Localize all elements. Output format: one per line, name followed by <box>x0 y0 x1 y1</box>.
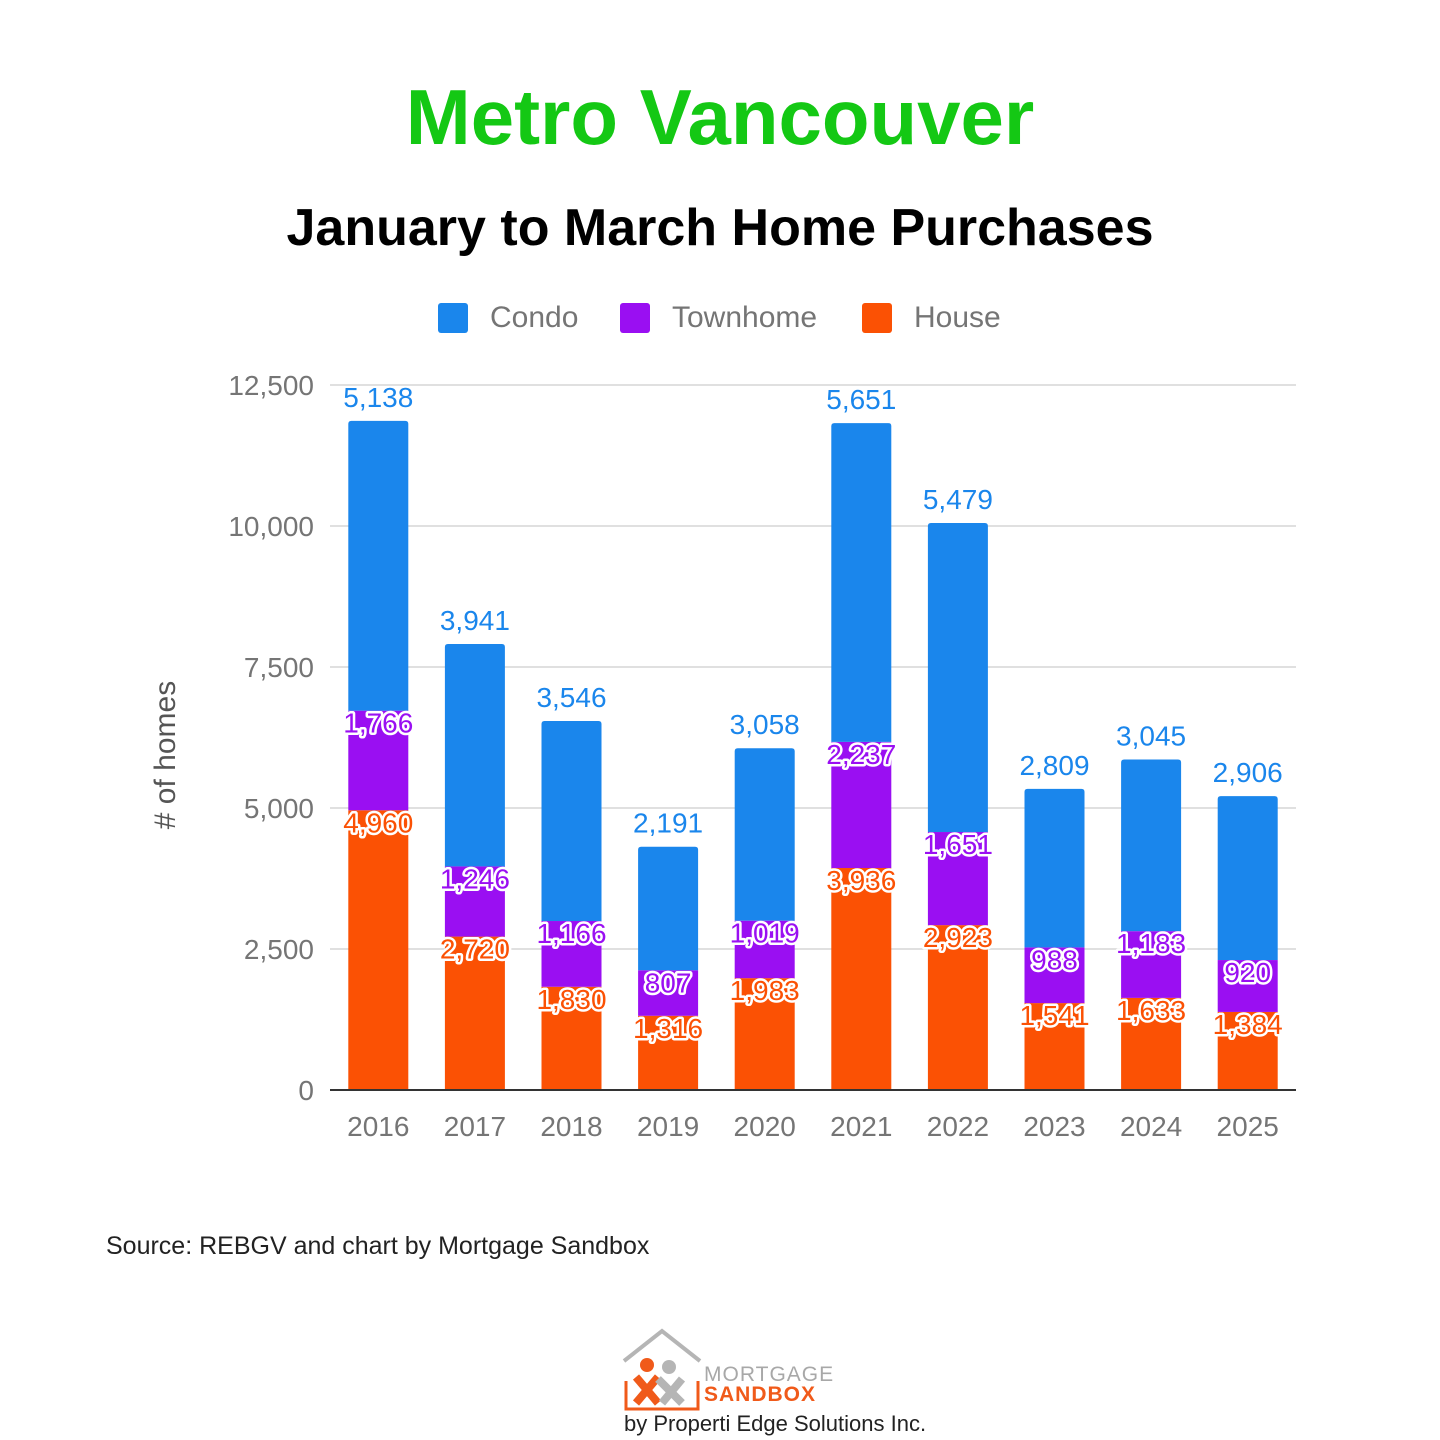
legend-item-townhome: Townhome <box>620 298 817 338</box>
legend-swatch-townhome <box>620 303 650 333</box>
x-tick-label: 2016 <box>347 1111 409 1142</box>
data-label-condo: 5,138 <box>343 382 413 413</box>
legend-item-condo: Condo <box>438 298 578 338</box>
legend: Condo Townhome House <box>0 298 1440 338</box>
logo-tagline: by Properti Edge Solutions Inc. <box>624 1411 927 1436</box>
bar-segment-townhome <box>734 920 795 979</box>
bar-segment-condo <box>734 748 795 921</box>
data-label-house: 1,541 <box>1019 1000 1089 1031</box>
data-label-townhome: 2,237 <box>826 739 896 770</box>
bar-segment-house <box>348 810 409 1090</box>
chart-subtitle: January to March Home Purchases <box>286 199 1154 257</box>
x-tick-label: 2021 <box>830 1111 892 1142</box>
data-label-townhome: 1,183 <box>1116 928 1186 959</box>
source-note: Source: REBGV and chart by Mortgage Sand… <box>106 1232 650 1260</box>
bar-segment-house <box>638 1015 699 1090</box>
data-label-house: 1,830 <box>536 984 606 1015</box>
x-tick-label: 2024 <box>1120 1111 1182 1142</box>
bar-segment-condo <box>348 420 409 711</box>
x-tick-label: 2023 <box>1023 1111 1085 1142</box>
data-label-house: 1,633 <box>1116 995 1186 1026</box>
bar-segment-house <box>1121 997 1182 1090</box>
x-tick-label: 2018 <box>540 1111 602 1142</box>
bar-segment-house <box>541 986 602 1090</box>
x-tick-label: 2022 <box>927 1111 989 1142</box>
bar-segment-townhome <box>444 866 505 937</box>
legend-label-townhome: Townhome <box>672 301 818 334</box>
legend-label-house: House <box>914 301 1001 334</box>
bar-segment-condo <box>1024 788 1085 948</box>
bar-segment-townhome <box>1024 947 1085 1004</box>
data-label-condo: 5,651 <box>826 384 896 415</box>
bar-segment-townhome <box>348 710 409 811</box>
data-label-townhome: 807 <box>645 967 692 998</box>
data-label-condo: 2,191 <box>633 808 703 839</box>
data-label-house: 1,983 <box>730 975 800 1006</box>
house-logo-icon <box>622 1328 702 1411</box>
data-label-condo: 3,546 <box>536 682 606 713</box>
bar-segment-house <box>927 925 988 1090</box>
legend-swatch-house <box>862 303 892 333</box>
data-label-house: 2,923 <box>923 922 993 953</box>
data-label-townhome: 1,166 <box>536 918 606 949</box>
logo-text-sandbox: SANDBOX <box>704 1383 817 1406</box>
data-label-condo: 3,941 <box>440 605 510 636</box>
bar-segment-condo <box>444 644 505 867</box>
logo: MORTGAGE SANDBOX by Properti Edge Soluti… <box>600 1325 940 1436</box>
chart-title: Metro Vancouver <box>405 73 1035 161</box>
bar-segment-house <box>444 936 505 1090</box>
data-label-townhome: 988 <box>1031 944 1078 975</box>
data-label-house: 2,720 <box>440 934 510 965</box>
data-label-condo: 2,906 <box>1213 757 1283 788</box>
data-label-condo: 3,058 <box>730 709 800 740</box>
bar-segment-condo <box>831 423 892 742</box>
bar-segment-townhome <box>638 970 699 1016</box>
bar-segment-condo <box>1217 796 1278 961</box>
bar-segment-townhome <box>541 921 602 987</box>
legend-label-condo: Condo <box>490 301 579 334</box>
bar-segment-house <box>734 978 795 1090</box>
data-label-townhome: 1,651 <box>923 829 993 860</box>
data-label-condo: 2,809 <box>1019 750 1089 781</box>
data-label-condo: 3,045 <box>1116 720 1186 751</box>
data-label-townhome: 1,766 <box>343 708 413 739</box>
data-label-condo: 5,479 <box>923 484 993 515</box>
data-label-townhome: 1,019 <box>730 918 800 949</box>
x-tick-label: 2019 <box>637 1111 699 1142</box>
bar-segment-townhome <box>1217 960 1278 1012</box>
x-tick-label: 2017 <box>444 1111 506 1142</box>
data-label-townhome: 1,246 <box>440 863 510 894</box>
y-tick-label: 10,000 <box>228 511 314 542</box>
bar-segment-townhome <box>1121 931 1182 998</box>
data-label-house: 1,316 <box>633 1013 703 1044</box>
y-tick-label: 5,000 <box>244 793 314 824</box>
bar-segment-townhome <box>831 741 892 869</box>
bar-segment-condo <box>927 523 988 833</box>
data-label-house: 4,960 <box>343 807 413 838</box>
data-label-house: 3,936 <box>826 865 896 896</box>
bar-segment-townhome <box>927 832 988 926</box>
y-tick-label: 0 <box>298 1075 314 1106</box>
data-label-townhome: 920 <box>1224 957 1271 988</box>
bar-segment-condo <box>541 721 602 922</box>
stacked-bar-chart: 0 2,500 5,000 7,500 10,000 12,500 # of homes 4,… <box>149 370 1296 1142</box>
bar-segment-condo <box>1121 759 1182 932</box>
data-label-house: 1,384 <box>1213 1009 1283 1040</box>
bar-segment-house <box>1024 1003 1085 1090</box>
bar-segment-condo <box>638 846 699 971</box>
bar-segment-house <box>1217 1011 1278 1090</box>
bar-segment-house <box>831 868 892 1090</box>
logo-text-mortgage: MORTGAGE <box>704 1363 835 1386</box>
x-tick-label: 2025 <box>1217 1111 1279 1142</box>
y-tick-label: 12,500 <box>228 370 314 401</box>
legend-swatch-condo <box>438 303 468 333</box>
legend-item-house: House <box>862 298 1001 338</box>
y-tick-label: 2,500 <box>244 934 314 965</box>
y-tick-label: 7,500 <box>244 652 314 683</box>
x-tick-label: 2020 <box>734 1111 796 1142</box>
y-axis-title: # of homes <box>149 681 182 829</box>
